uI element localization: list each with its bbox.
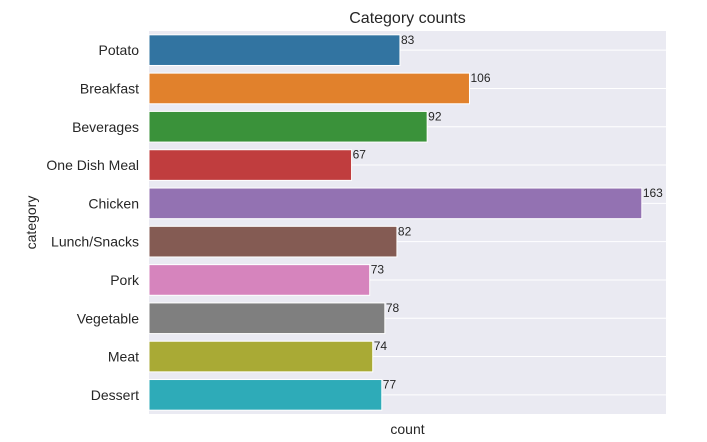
chart-title: Category counts bbox=[349, 10, 466, 27]
category-tick-label: Lunch/Snacks bbox=[51, 234, 139, 250]
data-label: 163 bbox=[643, 186, 663, 200]
data-label: 73 bbox=[371, 263, 385, 277]
data-label: 82 bbox=[398, 224, 412, 238]
data-label: 83 bbox=[401, 33, 415, 47]
bar bbox=[148, 379, 383, 411]
bar bbox=[148, 302, 386, 335]
data-label: 106 bbox=[470, 71, 490, 85]
data-label: 67 bbox=[353, 148, 367, 162]
category-tick-label: Vegetable bbox=[77, 310, 139, 326]
category-tick-labels: Potato Breakfast Beverages One Dish Meal Chi… bbox=[46, 42, 140, 403]
data-label: 92 bbox=[428, 109, 442, 123]
category-tick-label: Breakfast bbox=[80, 80, 139, 96]
y-axis-label: category bbox=[23, 196, 39, 250]
bar bbox=[148, 225, 398, 258]
bars bbox=[148, 34, 643, 411]
category-tick-label: Chicken bbox=[88, 195, 139, 211]
bar bbox=[148, 110, 428, 143]
category-tick-label: Meat bbox=[108, 349, 139, 365]
bar bbox=[148, 264, 371, 296]
data-label: 77 bbox=[383, 378, 397, 392]
bar bbox=[148, 34, 401, 66]
data-labels: 83 106 92 67 163 82 73 78 74 77 bbox=[353, 33, 664, 392]
category-tick-label: Pork bbox=[110, 272, 140, 288]
data-label: 74 bbox=[374, 339, 388, 353]
x-axis-label: count bbox=[390, 421, 424, 437]
category-tick-label: Dessert bbox=[91, 387, 139, 403]
bar bbox=[148, 340, 374, 373]
category-tick-label: One Dish Meal bbox=[46, 157, 139, 173]
data-label: 78 bbox=[386, 301, 400, 315]
bar bbox=[148, 187, 643, 220]
category-tick-label: Beverages bbox=[72, 119, 139, 135]
bar bbox=[148, 149, 353, 181]
bar bbox=[148, 72, 470, 105]
category-tick-label: Potato bbox=[99, 42, 140, 58]
